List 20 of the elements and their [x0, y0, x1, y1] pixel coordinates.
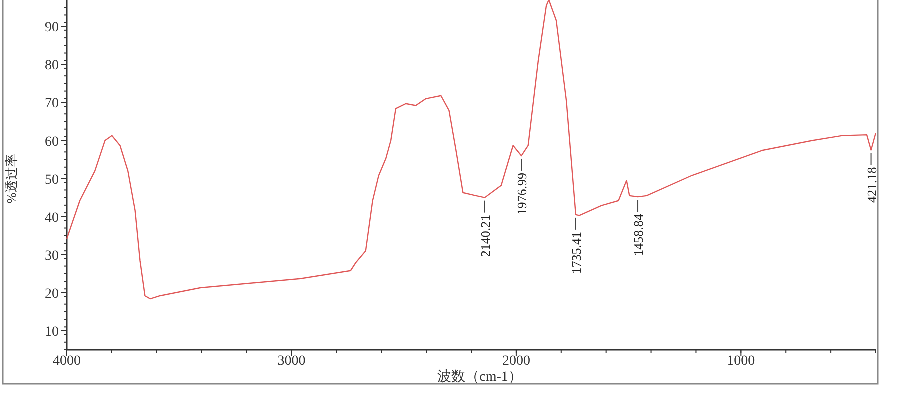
y-tick-label: 10	[45, 324, 59, 340]
annotation: 2140.21	[478, 214, 493, 258]
x-tick-label: 3000	[278, 354, 306, 369]
x-tick-label: 2000	[502, 354, 530, 369]
x-tick-label: 1000	[727, 354, 756, 369]
annotation: 1976.99	[514, 172, 530, 216]
x-axis-title: 波数（cm-1）	[438, 369, 522, 385]
y-tick-label: 70	[45, 96, 59, 112]
y-tick-label: 60	[45, 134, 59, 150]
y-tick-label: 80	[45, 58, 59, 74]
y-tick-label: 40	[45, 210, 59, 226]
y-tick-label: 20	[45, 286, 59, 302]
y-axis-title: %透过率	[4, 154, 19, 204]
y-tick-label: 50	[45, 172, 59, 188]
annotation: 421.18	[864, 167, 880, 204]
annotation: 1735.41	[568, 232, 584, 274]
annotation: 1458.84	[631, 214, 646, 256]
y-tick-label: 30	[45, 248, 59, 264]
y-tick-label: 90	[45, 20, 59, 36]
x-tick-label: 4000	[53, 354, 81, 369]
